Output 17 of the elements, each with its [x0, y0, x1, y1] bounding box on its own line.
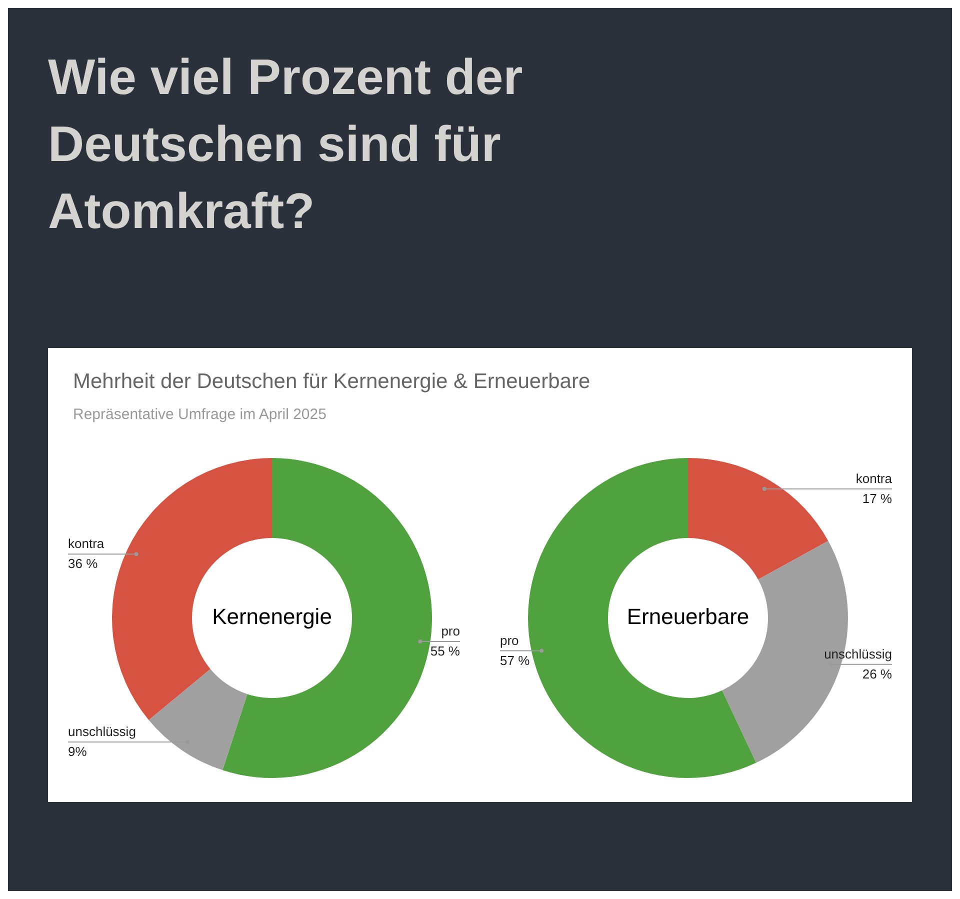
data-label: 36 %: [68, 556, 98, 572]
slice-label: kontra: [856, 470, 893, 486]
slice-label: unschlüssig: [68, 724, 136, 740]
data-label: 17 %: [862, 490, 892, 506]
slice-label: pro: [441, 624, 460, 639]
slice-label: pro: [500, 632, 519, 648]
text: Repräsentative Umfrage im April 2025: [73, 406, 326, 423]
data-label: 26 %: [862, 666, 892, 682]
text: Mehrheit der Deutschen für Kernenergie & Erneuerbare: [73, 370, 590, 394]
slice-label: unschlüssig: [824, 646, 892, 662]
data-label: 57 %: [500, 652, 530, 668]
text: Erneuerbare: [626, 604, 750, 630]
data-label: 9%: [68, 744, 88, 760]
slice-label: kontra: [68, 536, 105, 552]
text: Kernenergie: [212, 604, 332, 630]
text: Wie viel Prozent der Deutschen sind für Atomkraft?: [48, 48, 524, 241]
data-label: 55 %: [430, 644, 460, 659]
